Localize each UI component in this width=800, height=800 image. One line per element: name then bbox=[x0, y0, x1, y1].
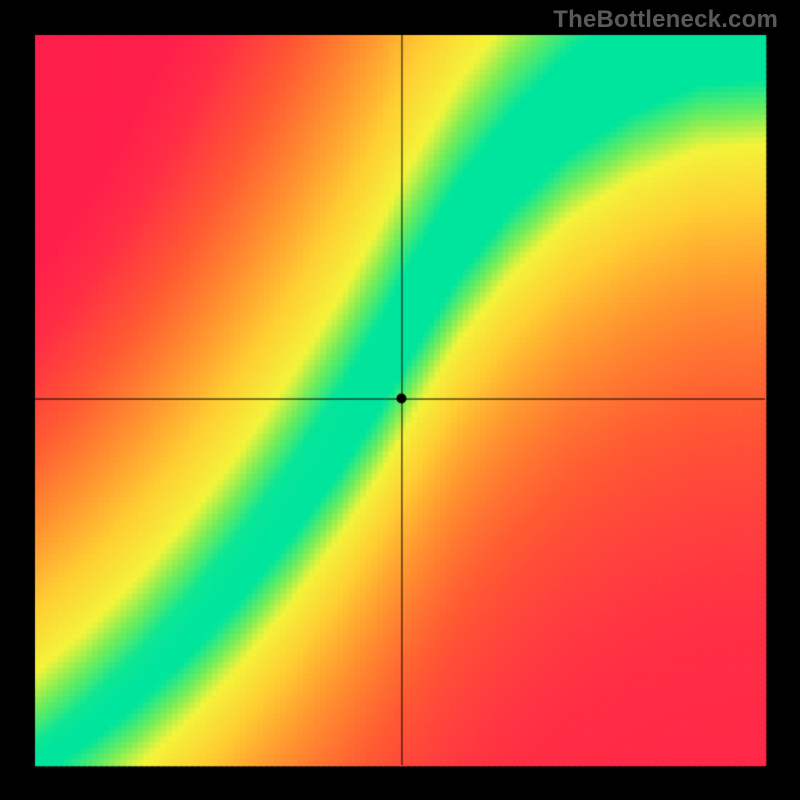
chart-frame: TheBottleneck.com bbox=[0, 0, 800, 800]
bottleneck-heatmap bbox=[0, 0, 800, 800]
watermark-text: TheBottleneck.com bbox=[553, 6, 778, 34]
